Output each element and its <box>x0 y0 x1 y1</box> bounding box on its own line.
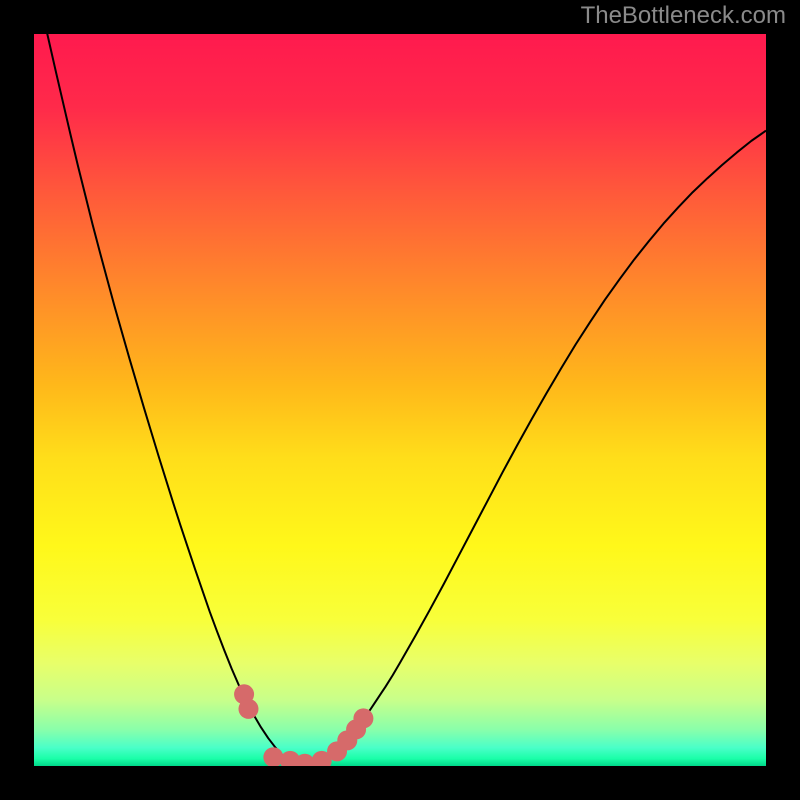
bottleneck-chart-svg <box>0 0 800 800</box>
curve-marker <box>263 747 283 767</box>
watermark-text: TheBottleneck.com <box>581 4 786 28</box>
chart-stage: TheBottleneck.com <box>0 0 800 800</box>
curve-marker <box>238 699 258 719</box>
plot-gradient-background <box>34 34 766 766</box>
curve-marker <box>353 708 373 728</box>
